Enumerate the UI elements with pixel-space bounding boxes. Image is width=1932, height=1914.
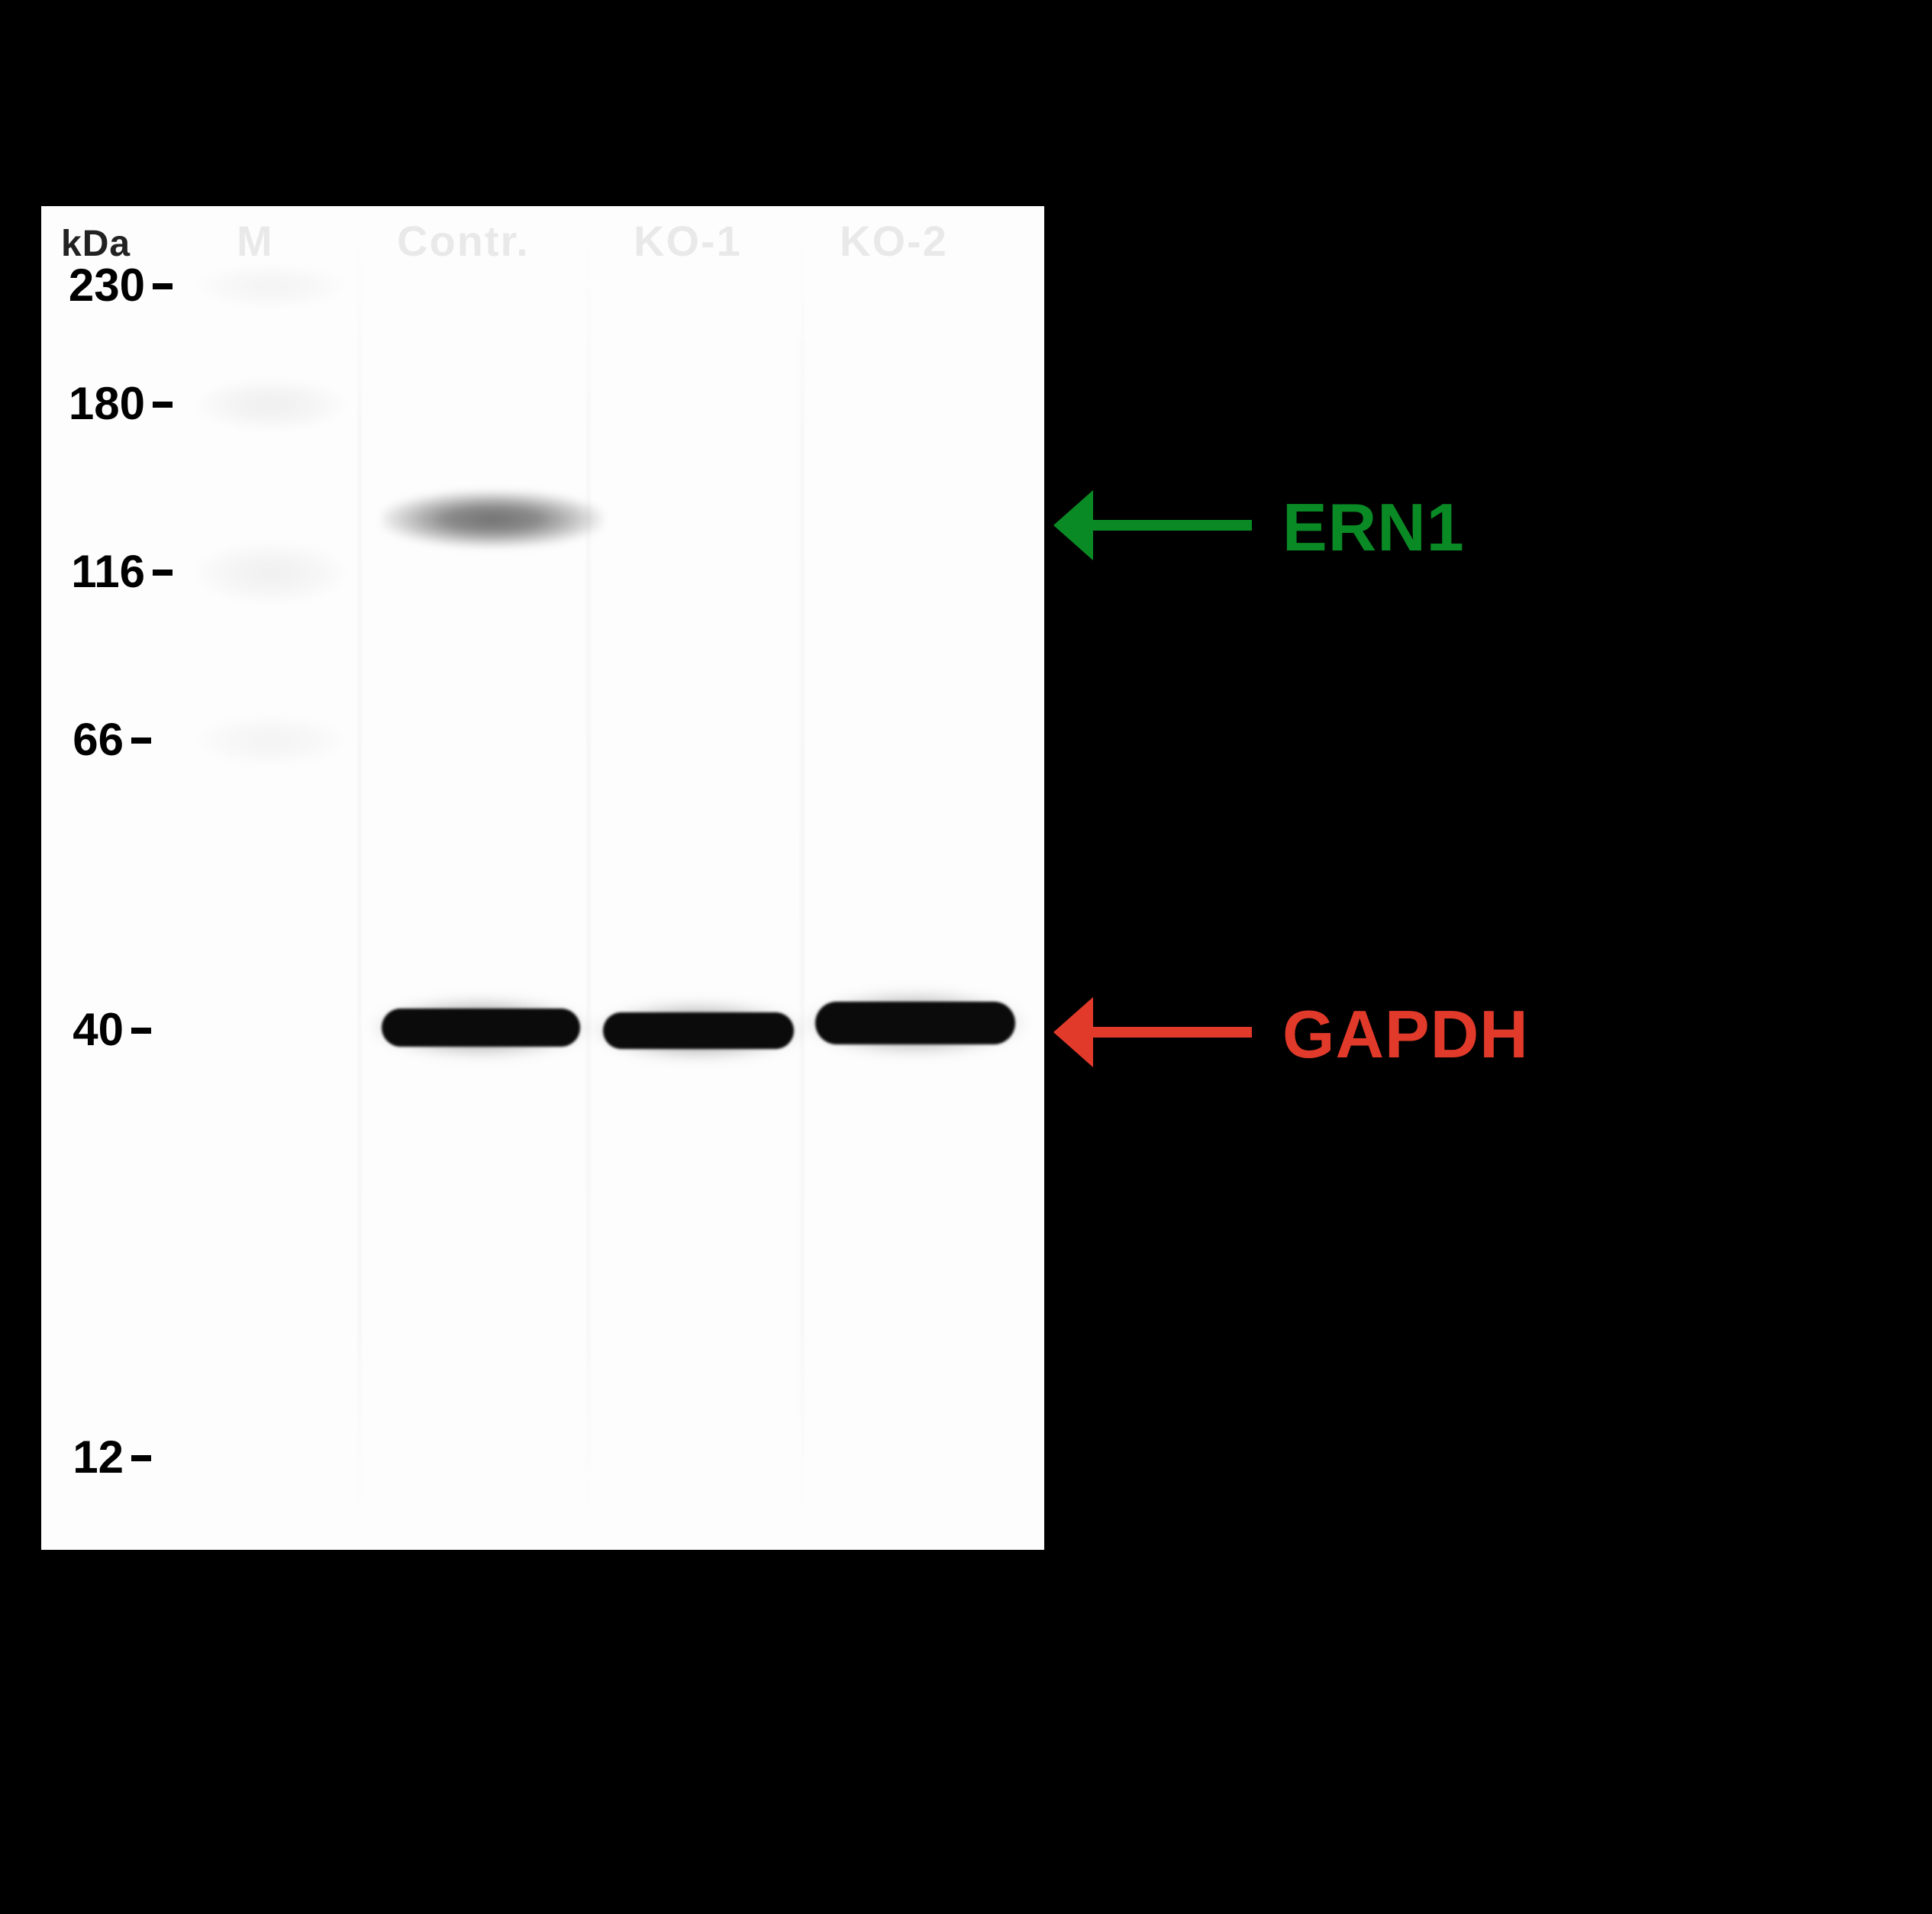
- mw-marker-tick: [131, 1455, 151, 1461]
- ladder-band: [191, 377, 351, 432]
- lane-header-trace-label: M: [237, 216, 274, 266]
- lane-header-trace-label: Contr.: [397, 216, 530, 266]
- mw-marker-label: 180: [53, 377, 145, 430]
- band-gapdh: [603, 1012, 794, 1049]
- mw-marker-label: 40: [56, 1003, 124, 1056]
- mw-marker-tick: [153, 402, 173, 408]
- mw-marker-label: 116: [56, 545, 145, 598]
- lane-header-trace-label: KO-1: [634, 216, 742, 266]
- lane-header-trace-label: KO-2: [840, 216, 948, 266]
- band-gapdh: [815, 1002, 1015, 1044]
- mw-marker-label: 230: [53, 259, 145, 311]
- band-gapdh: [382, 1009, 580, 1047]
- ladder-band: [191, 541, 351, 605]
- lane-separator: [359, 229, 360, 1527]
- mw-marker-tick: [131, 1028, 151, 1034]
- mw-marker-label: 66: [56, 713, 124, 766]
- lane-separator: [802, 229, 803, 1527]
- figure-frame: kDa MContr.KO-1KO-2 230180116664012 ERN1…: [0, 0, 1932, 1914]
- mw-marker-tick: [153, 570, 173, 576]
- arrow-stem: [1084, 520, 1252, 531]
- band-ern1: [382, 491, 603, 547]
- arrow-label: ERN1: [1282, 489, 1465, 566]
- arrow-stem: [1084, 1027, 1252, 1038]
- arrow-head-icon: [1053, 997, 1093, 1067]
- ladder-band: [191, 714, 351, 767]
- mw-marker-tick: [153, 283, 173, 289]
- western-blot-panel: kDa MContr.KO-1KO-2 230180116664012: [41, 206, 1044, 1550]
- lane-separator: [588, 229, 589, 1527]
- ladder-band: [191, 263, 351, 309]
- mw-marker-tick: [131, 738, 151, 744]
- mw-marker-label: 12: [60, 1431, 124, 1483]
- arrow-label: GAPDH: [1282, 996, 1529, 1073]
- arrow-head-icon: [1053, 490, 1093, 560]
